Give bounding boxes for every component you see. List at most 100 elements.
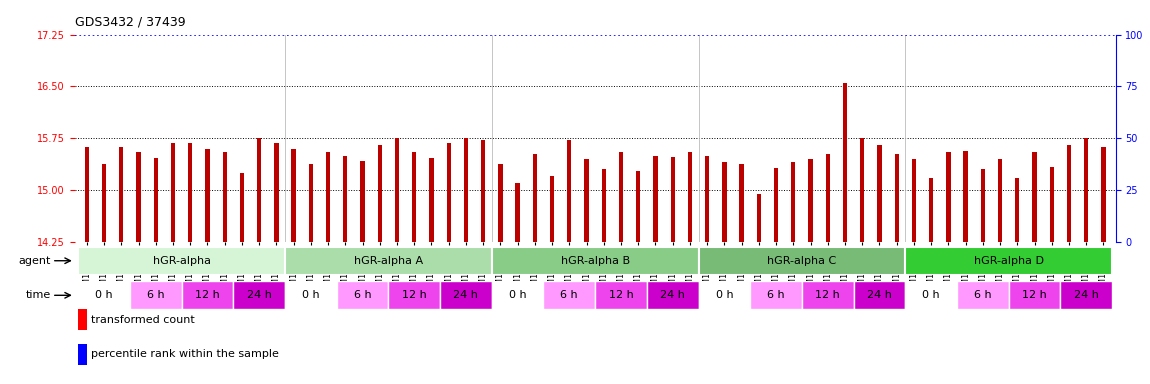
Bar [905,247,1112,275]
Bar [601,169,606,242]
Bar [895,154,899,242]
Bar [256,138,261,242]
Bar [619,152,623,242]
Bar [688,152,692,242]
Bar [912,159,917,242]
Bar [1033,152,1036,242]
Text: 24 h: 24 h [660,290,685,300]
Bar [446,143,451,242]
Bar [670,157,675,242]
Bar [1102,147,1105,242]
Text: 6 h: 6 h [354,290,371,300]
Bar [791,162,796,242]
Text: time: time [25,290,51,300]
Bar [946,152,951,242]
Bar [774,168,779,242]
Text: hGR-alpha: hGR-alpha [153,256,210,266]
Bar [492,247,698,275]
Bar [274,143,278,242]
Bar [705,156,710,242]
Bar [171,143,175,242]
Bar [596,281,646,309]
Bar [567,140,572,242]
Bar [739,164,744,242]
Bar [964,151,968,242]
Bar [285,281,337,309]
Bar [222,152,227,242]
Bar [929,178,934,242]
Bar [154,157,158,242]
Text: hGR-alpha D: hGR-alpha D [974,256,1044,266]
Bar [826,154,830,242]
Text: 6 h: 6 h [147,290,164,300]
Bar [757,194,761,242]
Bar [802,281,853,309]
Text: 0 h: 0 h [922,290,940,300]
Text: agent: agent [18,256,51,266]
Bar [1084,138,1088,242]
Bar [1067,145,1071,242]
Bar [85,147,89,242]
Bar [205,149,209,242]
Bar [636,171,641,242]
Text: 24 h: 24 h [247,290,271,300]
Bar [550,176,554,242]
Bar [291,149,296,242]
Bar [360,161,365,242]
Bar [544,281,596,309]
Text: 0 h: 0 h [302,290,320,300]
Text: hGR-alpha C: hGR-alpha C [767,256,836,266]
Bar [532,154,537,242]
Bar [750,281,802,309]
Bar [698,247,905,275]
Bar [492,281,544,309]
Text: 12 h: 12 h [1022,290,1046,300]
Bar [337,281,389,309]
Text: GDS3432 / 37439: GDS3432 / 37439 [75,15,185,28]
Bar [78,247,285,275]
Bar [233,281,285,309]
Bar [877,145,882,242]
Bar [182,281,233,309]
Bar [412,152,416,242]
Bar [957,281,1009,309]
Bar [120,147,123,242]
Text: 6 h: 6 h [560,290,578,300]
Bar [843,83,848,242]
Bar [905,281,957,309]
Text: 12 h: 12 h [608,290,634,300]
Bar [1015,178,1019,242]
Text: 6 h: 6 h [767,290,784,300]
Bar [698,281,750,309]
Text: 0 h: 0 h [508,290,527,300]
Text: 24 h: 24 h [453,290,478,300]
Text: 12 h: 12 h [815,290,841,300]
Text: 12 h: 12 h [196,290,220,300]
Bar [239,173,244,242]
Text: transformed count: transformed count [91,315,194,325]
Text: 0 h: 0 h [95,290,113,300]
Text: 6 h: 6 h [974,290,991,300]
Bar [481,140,485,242]
Bar [377,145,382,242]
Bar [189,143,192,242]
Text: hGR-alpha A: hGR-alpha A [354,256,423,266]
Bar [722,162,727,242]
Bar [389,281,440,309]
Bar [646,281,698,309]
Text: percentile rank within the sample: percentile rank within the sample [91,349,278,359]
Bar [463,138,468,242]
Bar [440,281,492,309]
Bar [137,152,140,242]
Bar [808,159,813,242]
Bar [394,138,399,242]
Bar [584,159,589,242]
Bar [1009,281,1060,309]
Bar [429,157,434,242]
Text: hGR-alpha B: hGR-alpha B [560,256,630,266]
Bar [653,156,658,242]
Bar [1060,281,1112,309]
Text: 0 h: 0 h [715,290,734,300]
Bar [285,247,492,275]
Bar [998,159,1002,242]
